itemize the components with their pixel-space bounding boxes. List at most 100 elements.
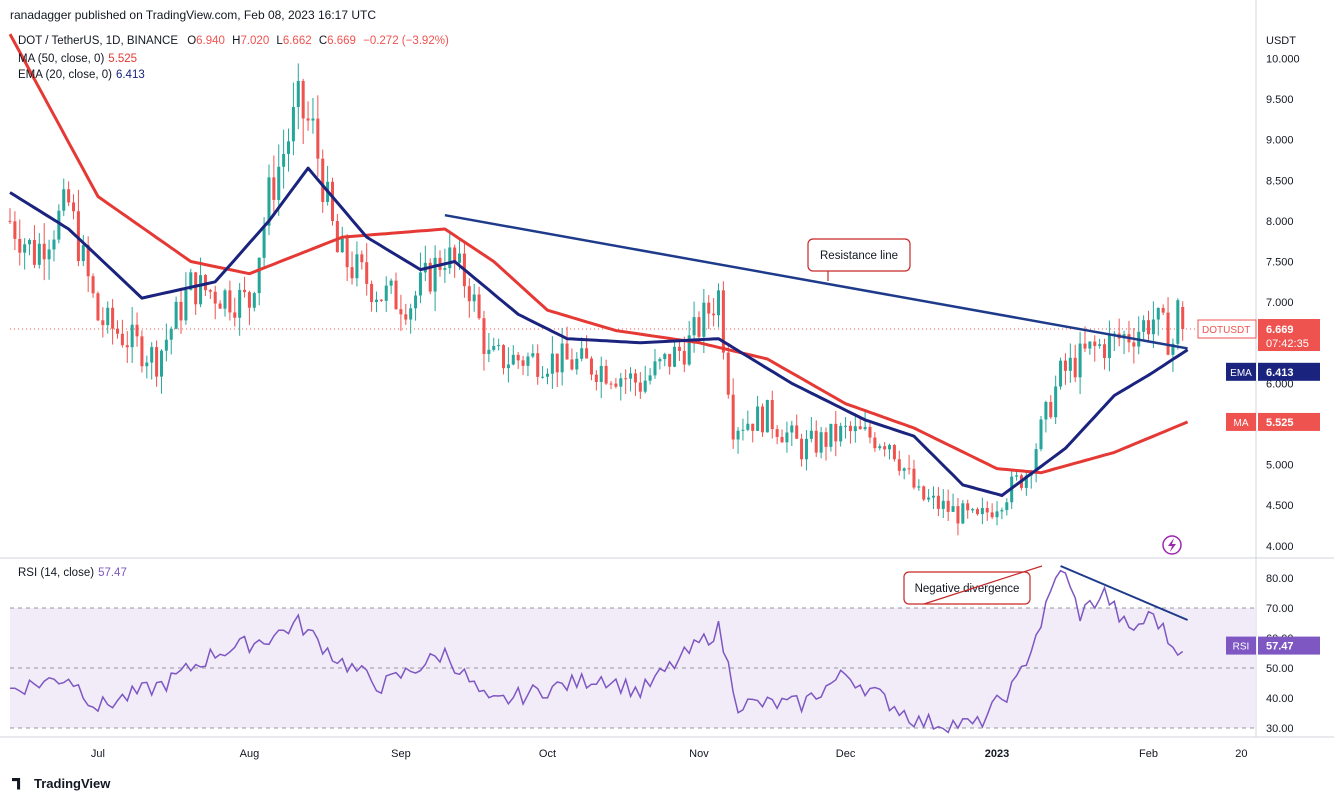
candle-body — [277, 166, 281, 200]
candle — [111, 299, 115, 345]
candle — [506, 347, 510, 383]
symbol-legend: DOT / TetherUS, 1D, BINANCE O6.940 H7.02… — [18, 35, 449, 47]
candle — [912, 459, 916, 490]
candle-body — [726, 352, 730, 395]
candle-body — [751, 423, 755, 431]
candle — [1166, 297, 1170, 356]
candle — [570, 348, 574, 371]
candle — [218, 300, 222, 309]
candle — [658, 357, 662, 370]
candle — [76, 189, 80, 267]
candle — [47, 239, 51, 280]
ohlc-l: 6.662 — [282, 35, 312, 47]
candle — [418, 252, 422, 304]
resistance-annotation: Resistance line — [820, 250, 898, 262]
candle-body — [980, 508, 984, 515]
candle-body — [340, 238, 344, 253]
candle-body — [702, 302, 706, 337]
candle-body — [526, 356, 530, 366]
candle — [370, 280, 374, 312]
candle — [448, 232, 452, 274]
candle-body — [1054, 386, 1058, 418]
candle-body — [179, 301, 183, 321]
candle — [663, 352, 667, 367]
rsi-line — [10, 569, 1184, 734]
candle-body — [96, 293, 100, 321]
candle — [936, 487, 940, 517]
candle-body — [42, 243, 46, 260]
candle — [668, 353, 672, 375]
candle-body — [145, 362, 149, 367]
candle — [545, 368, 550, 385]
candle-body — [545, 373, 550, 377]
candle — [839, 422, 843, 447]
last-price-value: 6.669 — [1266, 324, 1294, 336]
candle-body — [1059, 360, 1063, 387]
candle — [892, 443, 896, 462]
candle — [267, 164, 271, 236]
candle-body — [150, 347, 154, 363]
candle — [140, 330, 144, 373]
time-tick: Sep — [391, 748, 411, 760]
candle-body — [164, 339, 168, 351]
ema-value: 6.413 — [1266, 367, 1294, 379]
candle — [721, 281, 725, 360]
candle-body — [62, 189, 66, 211]
rsi-tick: 50.00 — [1266, 663, 1294, 675]
candle-body — [809, 430, 813, 439]
candle-body — [106, 307, 110, 326]
candle — [145, 355, 149, 379]
divergence-trendline — [1060, 565, 1188, 621]
candle-body — [839, 425, 843, 442]
candle — [1000, 507, 1004, 520]
candle — [834, 410, 838, 457]
candle — [1181, 301, 1185, 341]
candle — [23, 238, 27, 270]
divergence-annotation: Negative divergence — [915, 583, 1020, 595]
candle-body — [316, 118, 320, 159]
candle-body — [47, 249, 51, 260]
candle-body — [1156, 307, 1160, 320]
candle-body — [389, 280, 393, 286]
candle-body — [267, 177, 271, 226]
candle-body — [247, 292, 251, 308]
candle — [184, 272, 188, 325]
candle — [360, 250, 364, 270]
candle — [614, 378, 618, 389]
candle-body — [697, 317, 701, 337]
rsi-name: RSI — [1233, 642, 1250, 653]
candle — [902, 467, 906, 480]
candle — [888, 443, 892, 460]
candle — [555, 353, 559, 388]
resistance-annotation-box — [807, 238, 911, 272]
candle — [497, 338, 501, 351]
candle-body — [67, 189, 71, 203]
candle-body — [458, 253, 462, 263]
candle-body — [399, 309, 403, 315]
candle — [848, 421, 852, 444]
candle — [174, 296, 178, 330]
candle — [819, 426, 823, 459]
candle-body — [550, 353, 554, 374]
candle-body — [301, 80, 305, 119]
candle-body — [941, 500, 945, 509]
candle-body — [892, 445, 896, 460]
candle — [477, 286, 481, 320]
candle-body — [409, 308, 413, 320]
candle-body — [687, 335, 691, 365]
candle-body — [585, 348, 589, 359]
candle-body — [1093, 341, 1097, 346]
candle-body — [648, 375, 652, 381]
candle-body — [1142, 320, 1146, 332]
candle-body — [516, 354, 520, 361]
lightning-icon — [1162, 535, 1182, 555]
candle-body — [184, 289, 188, 321]
candle — [985, 501, 989, 521]
candle — [917, 479, 921, 491]
candle-body — [765, 399, 769, 433]
candle — [179, 287, 183, 334]
price-tick: 5.000 — [1266, 460, 1294, 472]
candle-body — [633, 373, 637, 383]
time-tick: Feb — [1139, 748, 1158, 760]
